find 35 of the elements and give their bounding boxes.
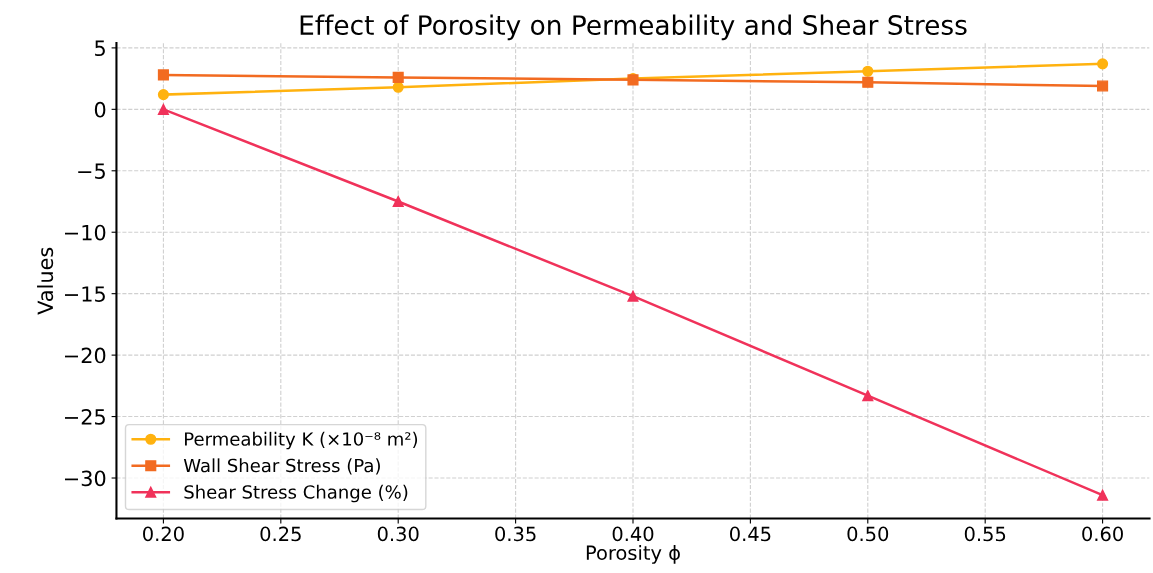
x-tick-label: 0.45: [730, 526, 771, 542]
x-tick-label: 0.55: [964, 526, 1006, 542]
y-tick-label: −20: [64, 347, 106, 364]
point: [392, 195, 404, 208]
x-tick-label: 0.50: [847, 526, 889, 542]
point: [157, 89, 169, 101]
y-tick-label: −10: [64, 224, 106, 241]
point: [862, 76, 874, 88]
point: [392, 71, 404, 83]
x-tick-label: 0.25: [260, 526, 301, 542]
y-tick-label: 0: [94, 101, 106, 118]
point: [627, 290, 639, 302]
y-tick-label: −15: [64, 286, 105, 302]
point: [862, 65, 874, 77]
point: [1097, 58, 1109, 70]
x-axis-title: Porosity ϕ: [586, 545, 680, 564]
point: [1097, 489, 1109, 501]
legend-label: Wall Shear Stress (Pa): [183, 458, 380, 475]
x-tick-label: 0.20: [143, 526, 184, 542]
point: [157, 69, 169, 81]
y-tick-label: 5: [95, 40, 105, 57]
y-tick-label: −30: [64, 470, 106, 487]
x-tick-label: 0.40: [612, 526, 654, 542]
chart-title: Effect of Porosity on Permeability and Shear Stress: [300, 14, 967, 41]
point: [157, 103, 169, 115]
legend-label: Permeability K (×10⁻⁸ m²): [185, 431, 418, 450]
legend-label: Shear Stress Change (%): [184, 484, 408, 503]
x-tick-label: 0.35: [495, 526, 536, 542]
x-tick-label: 0.30: [377, 526, 419, 542]
x-tick-label: 0.60: [1082, 526, 1123, 542]
y-axis-title: Values: [37, 247, 54, 315]
point: [1097, 80, 1109, 92]
y-tick-label: −5: [78, 163, 105, 179]
y-tick-label: −25: [64, 409, 105, 425]
point: [862, 390, 874, 402]
